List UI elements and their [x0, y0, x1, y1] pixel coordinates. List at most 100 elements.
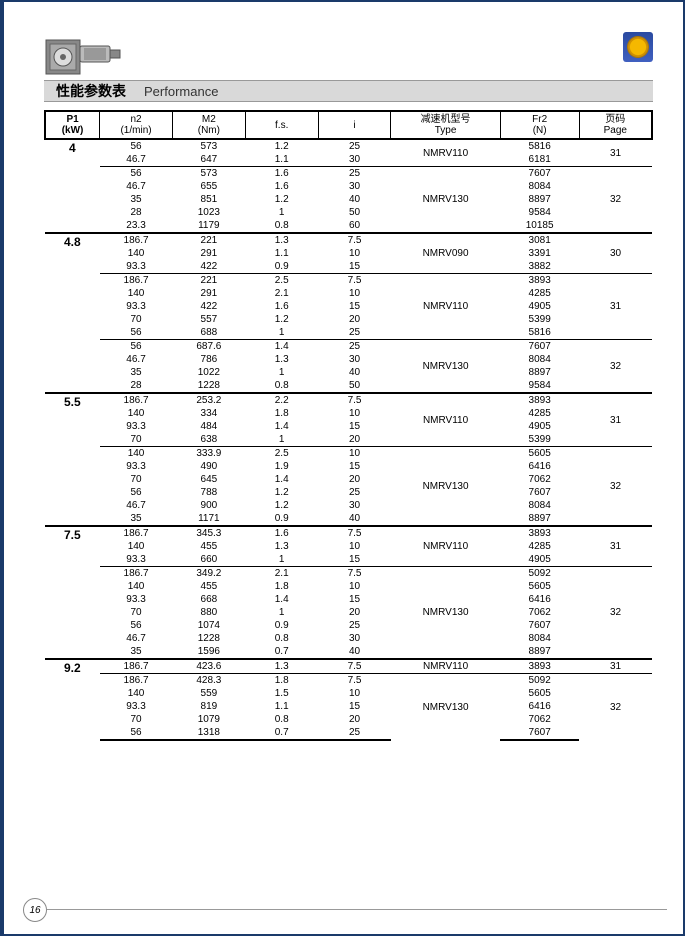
table-cell: 35 [100, 645, 173, 659]
table-cell: 15 [318, 420, 391, 433]
table-cell: 4.8 [45, 233, 100, 393]
table-cell: 455 [172, 540, 245, 553]
title-bar: 性能参数表 Performance [44, 80, 653, 102]
table-cell: 638 [172, 433, 245, 447]
table-cell: 10 [318, 447, 391, 461]
table-cell: 186.7 [100, 674, 173, 688]
table-cell: 1228 [172, 379, 245, 393]
table-cell: 3893 [500, 393, 579, 407]
table-cell: 1179 [172, 219, 245, 233]
table-cell: 1318 [172, 726, 245, 740]
table-cell: 30 [318, 353, 391, 366]
table-cell: 70 [100, 473, 173, 486]
table-cell: 56 [100, 167, 173, 181]
table-cell: 10 [318, 247, 391, 260]
table-cell: 186.7 [100, 526, 173, 540]
table-cell: 93.3 [100, 460, 173, 473]
table-cell: 655 [172, 180, 245, 193]
table-cell: 422 [172, 260, 245, 274]
table-cell: NMRV110 [391, 274, 500, 340]
table-cell: 10185 [500, 219, 579, 233]
table-cell: 6416 [500, 700, 579, 713]
table-cell: 1074 [172, 619, 245, 632]
table-cell: 1.6 [245, 526, 318, 540]
table-cell: 20 [318, 433, 391, 447]
table-cell: NMRV130 [391, 447, 500, 527]
table-cell: 7607 [500, 619, 579, 632]
table-cell: 1.2 [245, 193, 318, 206]
table-cell: 8897 [500, 366, 579, 379]
table-cell: 7607 [500, 167, 579, 181]
table-cell: 291 [172, 247, 245, 260]
performance-table-wrap: P1(kW)n2(1/min)M2(Nm)f.s.i减速机型号TypeFr2(N… [44, 110, 653, 741]
col-header: 页码Page [579, 111, 652, 139]
table-cell: 345.3 [172, 526, 245, 540]
table-cell: 559 [172, 687, 245, 700]
table-cell: NMRV110 [391, 659, 500, 674]
table-cell: 4285 [500, 407, 579, 420]
table-cell: 900 [172, 499, 245, 512]
title-en: Performance [144, 84, 218, 99]
table-cell: 25 [318, 340, 391, 354]
table-cell: 10 [318, 687, 391, 700]
table-cell: 6181 [500, 153, 579, 167]
table-cell: 1.4 [245, 593, 318, 606]
table-cell: 1228 [172, 632, 245, 645]
table-cell: 70 [100, 313, 173, 326]
table-cell: 7062 [500, 473, 579, 486]
table-cell: 25 [318, 167, 391, 181]
table-cell: 28 [100, 379, 173, 393]
title-zh: 性能参数表 [56, 81, 126, 101]
table-cell: 15 [318, 460, 391, 473]
table-cell: NMRV130 [391, 340, 500, 394]
table-cell: 40 [318, 193, 391, 206]
table-cell: 573 [172, 139, 245, 153]
table-cell: 1.9 [245, 460, 318, 473]
table-cell: 5092 [500, 567, 579, 581]
table-cell: 5092 [500, 674, 579, 688]
table-cell: 645 [172, 473, 245, 486]
table-cell: 10 [318, 580, 391, 593]
table-cell: 5605 [500, 447, 579, 461]
table-cell: 2.5 [245, 447, 318, 461]
table-cell: 1.6 [245, 180, 318, 193]
table-cell: 7.5 [318, 659, 391, 674]
table-cell: 46.7 [100, 153, 173, 167]
table-cell: 50 [318, 379, 391, 393]
table-cell: 1.6 [245, 300, 318, 313]
table-cell: 647 [172, 153, 245, 167]
table-cell: 6416 [500, 593, 579, 606]
table-cell: 819 [172, 700, 245, 713]
table-cell: 4 [45, 139, 100, 233]
table-cell: 1.2 [245, 313, 318, 326]
table-cell: 93.3 [100, 593, 173, 606]
table-cell: 4905 [500, 553, 579, 567]
table-cell: 1.8 [245, 674, 318, 688]
table-cell: 20 [318, 313, 391, 326]
table-cell: NMRV130 [391, 167, 500, 234]
table-cell: 334 [172, 407, 245, 420]
table-cell: 140 [100, 407, 173, 420]
table-cell: 4905 [500, 420, 579, 433]
table-cell: 1.2 [245, 486, 318, 499]
table-cell: 25 [318, 619, 391, 632]
table-cell: 140 [100, 287, 173, 300]
table-cell: 455 [172, 580, 245, 593]
table-cell: 333.9 [172, 447, 245, 461]
table-cell: 56 [100, 139, 173, 153]
logo-icon [623, 32, 653, 62]
table-cell: 30 [318, 499, 391, 512]
table-cell: 186.7 [100, 274, 173, 288]
table-cell: 56 [100, 326, 173, 340]
table-cell: 30 [318, 632, 391, 645]
table-cell: 6416 [500, 460, 579, 473]
table-cell: 15 [318, 700, 391, 713]
table-cell: 8084 [500, 632, 579, 645]
table-cell: 7.5 [318, 567, 391, 581]
table-cell: 786 [172, 353, 245, 366]
table-cell: 25 [318, 486, 391, 499]
table-cell: 93.3 [100, 300, 173, 313]
gearbox-icon [44, 30, 124, 78]
table-cell: 70 [100, 433, 173, 447]
table-cell: 5605 [500, 687, 579, 700]
